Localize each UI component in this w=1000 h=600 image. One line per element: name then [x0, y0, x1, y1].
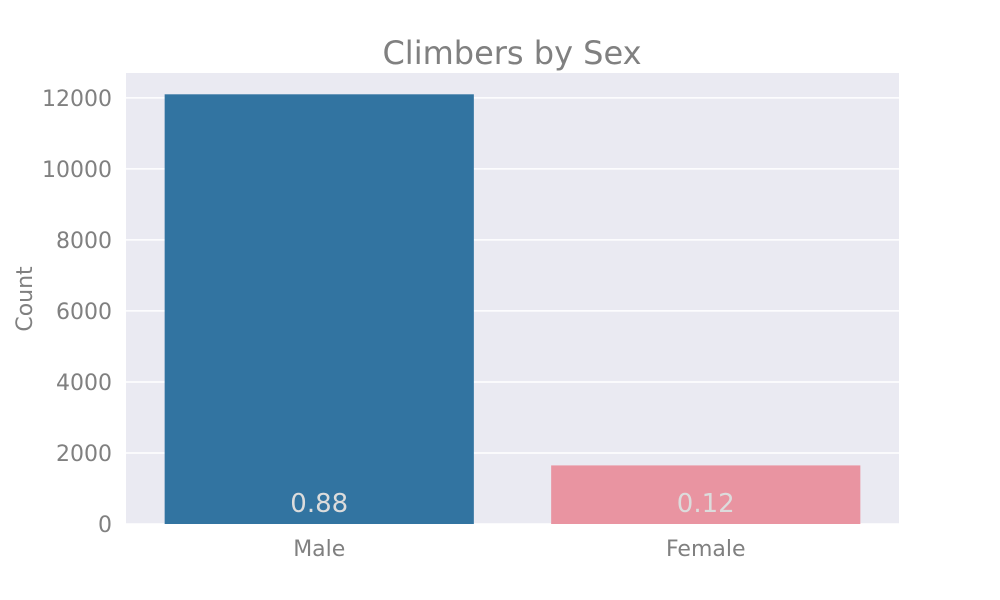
bars: [164, 94, 861, 525]
y-tick-label-5: 10000: [42, 158, 112, 183]
chart-title: Climbers by Sex: [382, 34, 641, 72]
data-label-male: 0.88: [290, 489, 348, 519]
x-tick-label-male: Male: [293, 537, 345, 562]
y-axis-label: Count: [13, 266, 38, 332]
y-tick-label-3: 6000: [56, 300, 112, 325]
y-axis-ticks: 0 2000 4000 6000 8000 10000 12000: [42, 87, 112, 538]
x-axis-ticks: Male Female: [293, 537, 745, 562]
y-tick-label-6: 12000: [42, 87, 112, 112]
y-tick-label-0: 0: [98, 513, 112, 538]
y-tick-label-1: 2000: [56, 442, 112, 467]
data-labels: 0.88 0.12: [290, 489, 734, 519]
y-tick-label-2: 4000: [56, 371, 112, 396]
y-tick-label-4: 8000: [56, 229, 112, 254]
x-tick-label-female: Female: [666, 537, 746, 562]
data-label-female: 0.12: [677, 489, 735, 519]
bar-female: [551, 465, 861, 524]
bar-male: [164, 94, 474, 525]
